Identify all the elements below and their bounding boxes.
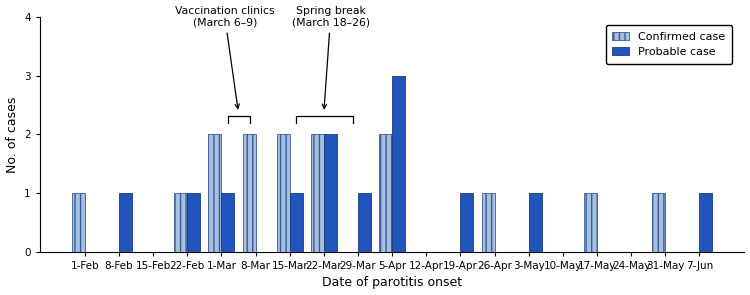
Bar <box>482 193 494 252</box>
Legend: Confirmed case, Probable case: Confirmed case, Probable case <box>606 25 732 64</box>
Bar <box>529 193 542 252</box>
Bar <box>72 193 85 252</box>
Bar <box>242 135 256 252</box>
Bar <box>584 193 597 252</box>
Bar <box>290 193 303 252</box>
Bar <box>209 135 221 252</box>
Bar <box>119 193 132 252</box>
Bar <box>277 135 290 252</box>
Bar <box>392 76 405 252</box>
Bar <box>380 135 392 252</box>
Text: Vaccination clinics
(March 6–9): Vaccination clinics (March 6–9) <box>175 6 274 109</box>
Bar <box>310 135 324 252</box>
Bar <box>700 193 712 252</box>
Bar <box>358 193 371 252</box>
Text: Spring break
(March 18–26): Spring break (March 18–26) <box>292 6 370 109</box>
Bar <box>324 135 337 252</box>
Bar <box>188 193 200 252</box>
Bar <box>174 193 188 252</box>
X-axis label: Date of parotitis onset: Date of parotitis onset <box>322 276 462 289</box>
Bar <box>221 193 234 252</box>
Bar <box>652 193 665 252</box>
Bar <box>460 193 473 252</box>
Y-axis label: No. of cases: No. of cases <box>5 96 19 173</box>
